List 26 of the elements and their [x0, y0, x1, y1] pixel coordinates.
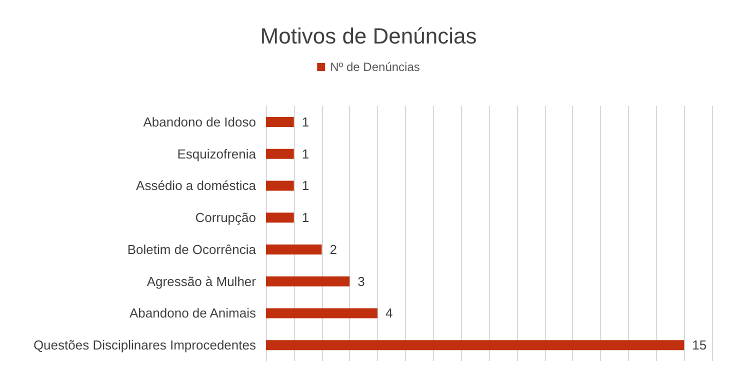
y-tick-label: Questões Disciplinares Improcedentes [33, 338, 256, 353]
data-label: 1 [302, 178, 310, 194]
data-label: 1 [302, 146, 310, 162]
data-label: 15 [692, 338, 707, 353]
bar [266, 148, 294, 159]
bar [266, 340, 684, 350]
data-label: 4 [386, 306, 393, 321]
bar [266, 276, 350, 286]
bar [266, 116, 294, 127]
data-label: 1 [302, 114, 310, 130]
y-tick-label: Boletim de Ocorrência [127, 242, 257, 257]
legend-label: Nº de Denúncias [330, 60, 420, 74]
y-tick-label: Abandono de Idoso [143, 114, 256, 130]
bar [266, 180, 294, 191]
chart-title: Motivos de Denúncias [260, 24, 477, 48]
data-label: 2 [330, 242, 337, 257]
data-label: 3 [358, 274, 365, 289]
y-tick-label: Assédio a doméstica [136, 178, 257, 194]
y-tick-label: Corrupção [195, 210, 256, 226]
bar [266, 212, 294, 223]
y-tick-label: Abandono de Animais [130, 306, 256, 321]
bar [266, 308, 378, 318]
y-tick-label: Agressão à Mulher [146, 274, 257, 289]
y-tick-label: Esquizofrenia [177, 146, 257, 162]
data-label: 1 [302, 210, 310, 226]
bar [266, 244, 322, 254]
